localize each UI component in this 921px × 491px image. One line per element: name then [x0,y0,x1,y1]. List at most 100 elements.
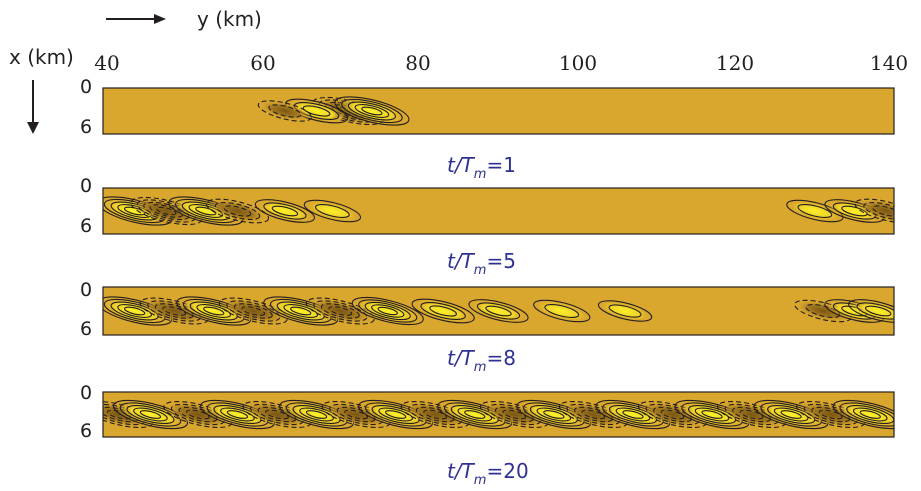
wave-fill [856,199,894,223]
contour-line [117,304,152,318]
wave-fill [518,400,590,429]
contour-line [468,299,529,323]
contour-line [347,101,397,121]
y-axis-label: y (km) [197,7,262,31]
top-tick-labels: 40 60 80 100 120 140 [94,51,908,75]
contour-line [694,407,730,422]
contour-line [420,301,466,321]
contour-line [354,104,390,118]
y-tick-label-6: 6 [80,420,92,442]
wave-fill [413,299,473,323]
y-tick-label-6: 6 [80,215,92,237]
contour-line [872,205,894,217]
contour-line [341,98,403,124]
contour-line [220,407,255,422]
wave-fill [287,99,347,123]
wave-packet [848,299,894,323]
wave-packet [533,299,591,323]
wave-packet [786,199,844,223]
x-tick-label-60: 60 [250,51,275,75]
contour-line [126,404,175,425]
panel-caption: t/Tm=1 [447,153,516,182]
contour-line [832,399,894,430]
contour-line [119,402,182,427]
wave-packet [411,298,475,324]
contour-line [786,199,844,223]
wave-fill [259,100,311,122]
contour-line [543,410,565,419]
contour-line [186,409,210,420]
wave-fill [535,300,589,322]
panel-2: 0 6 t/Tm=5 [80,175,895,278]
contour-line [464,410,486,419]
y-tick-label-6: 6 [80,318,92,340]
wave-fill [305,200,360,222]
contour-line [597,300,653,322]
x-tick-label-120: 120 [716,51,754,75]
contour-line [544,304,580,318]
wave-packet [351,296,424,326]
x-tick-label-80: 80 [405,51,430,75]
wave-fill [115,400,186,429]
panel-frame [102,187,895,235]
contour-line [378,407,414,422]
contour-line [385,410,407,419]
panel-1: 0 6 t/Tm=1 [80,76,895,182]
panel-frame [102,286,895,336]
y-tick-label-0: 0 [80,76,92,98]
contour-line [265,409,289,420]
wave-fill [826,199,883,223]
panel-field [103,296,894,326]
contour-line [859,410,881,419]
contour-line [254,199,316,223]
contour-line [622,410,644,419]
wave-fill [835,400,894,429]
panel-caption: t/Tm=20 [447,459,529,488]
wave-fill [470,299,527,323]
x-tick-label-40: 40 [94,51,119,75]
contour-line [533,299,591,323]
contour-line [660,409,685,420]
contour-line [608,304,642,318]
contour-line [328,306,353,316]
contour-line [302,105,331,117]
panel-caption: t/Tm=8 [447,346,516,375]
contour-line [271,205,299,217]
wave-fill [354,297,422,325]
wave-fill [132,197,201,225]
contour-line [839,402,894,427]
wave-packet [303,199,362,223]
contour-line [290,306,312,316]
wave-fill [265,296,336,326]
contour-line [156,206,177,216]
panel-field [103,399,894,430]
y-tick-label-0: 0 [80,382,92,404]
wave-fill [178,296,249,326]
contour-line [203,306,225,316]
contour-line [196,304,232,318]
contour-line [615,407,651,422]
wave-fill [597,400,669,429]
contour-line [780,410,802,419]
wave-packet [254,199,316,223]
x-axis-label: x (km) [9,45,74,69]
contour-line [139,410,162,419]
contour-line [344,409,369,420]
x-tick-label-140: 140 [870,51,908,75]
x-axis-arrowhead [27,122,39,134]
contour-line [334,96,410,126]
contour-line [457,407,493,422]
wave-fill [756,400,827,429]
contour-line [818,409,843,420]
contour-line [863,201,894,221]
contour-line [411,298,475,324]
contour-line [162,306,187,316]
y-tick-label-0: 0 [80,279,92,301]
contour-line [218,297,288,325]
wave-packet [199,399,275,430]
contour-line [351,296,424,326]
contour-line [320,303,360,319]
contour-line [423,409,448,420]
contour-line [112,399,188,430]
